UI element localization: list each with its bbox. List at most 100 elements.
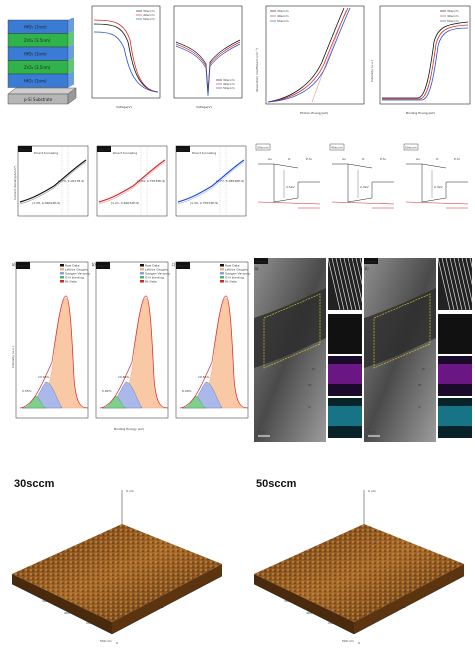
afm-z-label: 0 nm xyxy=(126,489,134,493)
fn-panel-tag: 50sccm xyxy=(177,148,189,152)
fn-label: Direct tunneling xyxy=(192,151,216,155)
tem-scale: 5 nm xyxy=(368,430,376,434)
abs-series-50 xyxy=(267,7,351,103)
svg-text:50sccm: 50sccm xyxy=(223,86,235,90)
afm-panel: 30sccm 0 nm 400 300 200 500 nm 0 500 nm 300 xyxy=(4,472,229,658)
absorption-plot: Absorption Coefficient (cm⁻¹) 30sccm 40s… xyxy=(252,2,368,120)
o1s-panel-letter: (c) xyxy=(172,262,176,267)
substrate-top xyxy=(7,87,77,95)
band-diagram: 30sccm Au O P-Si 2.5eV xyxy=(254,142,326,226)
stack-layer-label: ZrO₂ (3.5nm) xyxy=(24,65,51,70)
o1s-oh-peak xyxy=(101,395,127,409)
tem-fft-inset xyxy=(328,258,362,310)
fn-curve-fit xyxy=(98,161,166,205)
fn-curve-fit xyxy=(177,161,245,205)
afm-panel: 50sccm 0 nm 400 300 200 500 nm 0 500 nm 300 xyxy=(246,472,471,658)
iv-series-50 xyxy=(175,43,241,97)
tem-thickness: ~10nm xyxy=(386,343,397,347)
afm-axis-tick: 400 xyxy=(64,611,70,615)
band-panel-tag: 40sccm xyxy=(331,146,343,150)
tem-scale: 5 nm xyxy=(258,430,266,434)
afm-axis-tick: 300 xyxy=(158,605,164,609)
xps-edge-series-50 xyxy=(382,27,469,101)
o1s-legend-item: O-H bonding xyxy=(225,275,244,279)
afm-axis-tick: 300 xyxy=(42,599,48,603)
stack-layer-label: ZrO₂ (3.5nm) xyxy=(24,38,51,43)
band-o-label: O xyxy=(362,157,365,161)
iv-xlabel: Voltage(V) xyxy=(196,105,212,109)
fn-plot: 50sccm Direct tunneling (1.77, 5.08546E-9)… xyxy=(172,142,250,226)
abs-xlabel: Photon Energy(eV) xyxy=(300,111,328,115)
o1s-fit-line xyxy=(99,295,169,409)
o1s-xlabel: Binding Energy (eV) xyxy=(114,427,144,431)
stack-layer-label: HfO₂ (1nm) xyxy=(24,24,47,29)
iv-legend: 30sccm 40sccm 50sccm xyxy=(216,78,235,90)
band-panel-tag: 30sccm xyxy=(257,146,269,150)
substrate-label: p-Si Substrate xyxy=(24,97,53,102)
o1s-legend-item: Raw Data xyxy=(225,263,240,267)
o1s-panel-letter: (b) xyxy=(92,262,96,267)
afm-axis-tick: 200 xyxy=(86,621,92,625)
o1s-panel-letter: (a) xyxy=(12,262,16,267)
afm-axis-tick: 200 xyxy=(328,621,334,625)
o1s-legend-item: O-H bonding xyxy=(65,275,84,279)
xps-edge-legend: 30sccm 40sccm 50sccm xyxy=(440,9,459,23)
xps-edge-plot: Intensity (a.u.) 30sccm 40sccm 50sccm Bi… xyxy=(368,2,473,120)
abs-legend: 30sccm 40sccm 50sccm xyxy=(270,9,289,23)
tem-panel: 30sccm (a) ~10nm Hf Zr Si 5 nm (a) 0.296 xyxy=(254,258,362,446)
tem-zr-label: Zr xyxy=(422,367,426,371)
o1s-pct-1: 10.55% xyxy=(198,375,210,379)
o1s-legend-item: Oxygen Vacancy xyxy=(145,271,170,275)
o1s-panel-tag: 50sccm xyxy=(177,264,189,268)
band-au-label: Au xyxy=(416,157,420,161)
fn-panel-tag: 40sccm xyxy=(98,148,110,152)
abs-series-40 xyxy=(267,7,349,103)
cv-series-30 xyxy=(93,23,159,93)
svg-text:30sccm: 30sccm xyxy=(447,9,459,13)
tem-tag: 30sccm xyxy=(255,260,267,264)
tem-zr-label: Zr xyxy=(312,367,316,371)
o1s-pct-2: 2.55% xyxy=(22,389,32,393)
svg-text:30sccm: 30sccm xyxy=(277,9,289,13)
tem-letter: (b) xyxy=(364,266,369,271)
tem-si-label: Si xyxy=(308,405,311,409)
svg-text:50sccm: 50sccm xyxy=(143,17,155,21)
fn-label: Direct tunneling xyxy=(34,151,58,155)
afm-axis-tick: 0 xyxy=(358,641,360,645)
fn-curve xyxy=(19,159,87,203)
o1s-pct-2: 5.82% xyxy=(102,389,112,393)
fn-fit-label-1: (1.70, 1.00178.4) xyxy=(58,179,84,183)
o1s-legend-item: Fit Data xyxy=(65,279,77,283)
afm-title: 30sccm xyxy=(14,478,55,490)
xps-edge-xlabel: Binding Energy(eV) xyxy=(406,111,435,115)
svg-text:40sccm: 40sccm xyxy=(143,13,155,17)
fn-fit-label-2: (1.30, 4.75553E-9) xyxy=(190,201,218,205)
o1s-oh-peak xyxy=(181,395,207,409)
afm-axis-tick: 500 nm xyxy=(342,639,354,643)
stack-schematic: HfO₂ (1nm) ZrO₂ (3.5nm) HfO₂ (1nm) ZrO₂ (3.… xyxy=(2,18,78,110)
tem-hf-label: Hf xyxy=(308,383,312,387)
o1s-panel-tag: 40sccm xyxy=(97,264,109,268)
afm-title: 50sccm xyxy=(256,478,297,490)
band-au-label: Au xyxy=(342,157,346,161)
fn-fit-label-1: (1.94, 4.75535E-9) xyxy=(137,179,165,183)
o1s-oh-peak xyxy=(21,395,47,409)
o1s-legend-item: Fit Data xyxy=(145,279,157,283)
o1s-legend-item: Oxygen Vacancy xyxy=(225,271,250,275)
o1s-legend-item: Lattice Oxygen xyxy=(145,267,168,271)
afm-axis-tick: 500 nm xyxy=(430,585,442,589)
stack-layer-label: HfO₂ (1nm) xyxy=(24,51,47,56)
o1s-pct-2: 6.09% xyxy=(182,389,192,393)
afm-axis-tick: 300 xyxy=(400,605,406,609)
afm-z-label: 0 nm xyxy=(368,489,376,493)
band-psi-label: P-Si xyxy=(306,157,312,161)
tem-fft-label: (a) 0.296 xyxy=(340,260,354,264)
cv-xlabel: Voltage(V) xyxy=(116,105,132,109)
o1s-fit-line xyxy=(179,295,249,409)
o1s-legend-item: Raw Data xyxy=(145,263,160,267)
band-gap-label: 2.3eV xyxy=(360,185,370,189)
svg-text:30sccm: 30sccm xyxy=(223,78,235,82)
tem-thickness: ~10nm xyxy=(276,343,287,347)
cv-plot: 30sccm 40sccm 50sccm Voltage(V) xyxy=(84,2,164,112)
